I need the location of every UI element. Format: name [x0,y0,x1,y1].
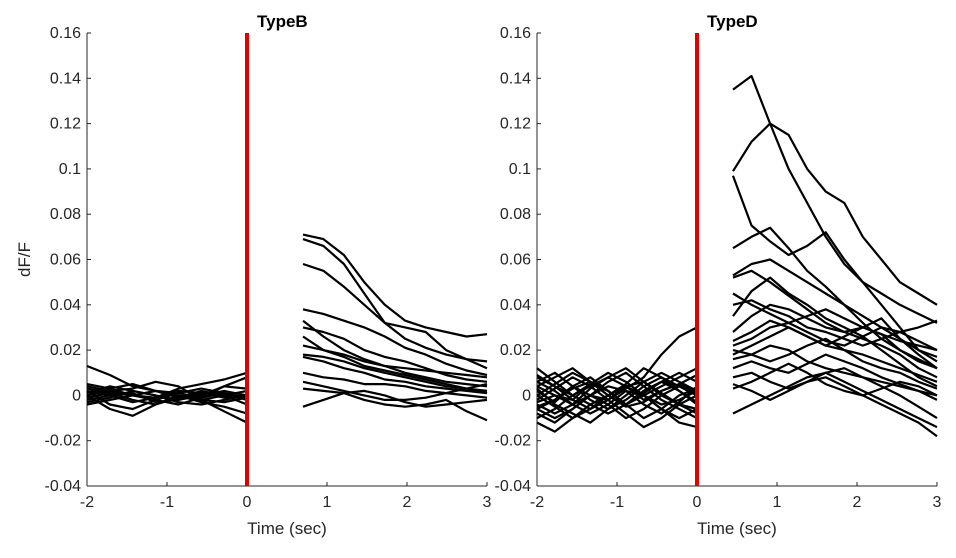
y-tick-label: 0.08 [50,206,81,223]
series-line-16-pre [536,371,698,429]
series-line-14-pre [86,383,248,399]
series-line-6-post [302,319,488,388]
series-line-20-post [732,362,938,397]
y-tick-label: -0.02 [45,433,82,450]
x-tick-label: 1 [773,494,782,511]
y-tick-label: -0.04 [45,478,82,495]
panel-typed: -0.04 -0.02 0 0.02 0.04 0.06 0.08 0.1 0.12 0.14 0.… [495,12,942,538]
series-line-3-post [731,175,938,363]
x-tick-label: -2 [530,494,544,511]
panel-title: TypeB [257,12,308,31]
series-line-5-pre [86,387,248,411]
y-tick-label: 0.16 [500,25,531,42]
x-axis-label: Time (sec) [697,519,777,538]
series-line-9-post [732,319,938,383]
y-tick-label: 0.1 [59,161,81,178]
series-line-2-post [302,238,488,363]
y-tick-label: 0.1 [509,161,531,178]
series-line-19-pre [536,374,698,401]
y-tick-label: 0 [522,387,531,404]
series-line-4-post [302,308,488,377]
series-line-11-post [732,337,938,390]
x-tick-label: 3 [933,494,942,511]
series-line-20-pre [536,385,698,420]
series-line-1-post [732,74,938,324]
y-tick-label: 0.04 [500,297,531,314]
x-tick-label: -1 [610,494,624,511]
y-tick-label: 0.06 [50,252,81,269]
panel-typeb: -0.04 -0.02 0 0.02 0.04 0.06 0.08 0.1 0.12 0.14 0.… [15,12,492,538]
y-tick-label: -0.04 [495,478,532,495]
series-line-7-post [732,276,938,352]
series-line-18-pre [536,389,698,415]
y-tick-label: 0.12 [500,116,531,133]
x-tick-label: 2 [403,494,412,511]
x-tick-label: 1 [323,494,332,511]
series-line-17-pre [536,367,698,406]
panel-title: TypeD [707,12,758,31]
series-line-13-post [732,353,938,401]
series-line-1-post [302,233,488,338]
series-line-13-pre [86,394,248,424]
y-tick-label: 0 [72,387,81,404]
series-line-2-post [732,122,938,306]
series-line-12-post [302,389,488,408]
series-line-11-pre [86,371,248,404]
y-tick-label: 0.16 [50,25,81,42]
x-tick-label: -1 [160,494,174,511]
y-tick-label: -0.02 [495,433,532,450]
x-tick-label: -2 [80,494,94,511]
series-line-13-post [302,387,488,422]
y-tick-label: 0.08 [500,206,531,223]
y-tick-label: 0.12 [50,116,81,133]
series-line-16-post [732,371,938,429]
series-line-8-post [302,353,488,395]
series-line-10-post [302,371,488,399]
series-line-14-post [732,367,938,420]
y-tick-label: 0.14 [500,70,531,87]
series-line-17-post [732,299,938,347]
x-tick-label: 3 [483,494,492,511]
x-tick-label: 2 [853,494,862,511]
series-line-12-pre [536,376,698,429]
y-tick-label: 0.02 [500,342,531,359]
series-line-18-post [732,292,938,352]
y-axis-label: dF/F [15,242,34,277]
series-line-14-post [302,344,488,379]
series-line-12-pre [86,376,248,406]
series-line-15-post [732,376,938,438]
series-line-5-post [302,326,488,383]
x-tick-label: 0 [693,494,702,511]
x-axis-label: Time (sec) [247,519,327,538]
y-tick-label: 0.06 [500,252,531,269]
series-line-3-post [302,262,488,370]
x-tick-label: 0 [243,494,252,511]
series-line-19-post [732,326,938,370]
y-tick-label: 0.02 [50,342,81,359]
y-tick-label: 0.04 [50,297,81,314]
y-tick-label: 0.14 [50,70,81,87]
